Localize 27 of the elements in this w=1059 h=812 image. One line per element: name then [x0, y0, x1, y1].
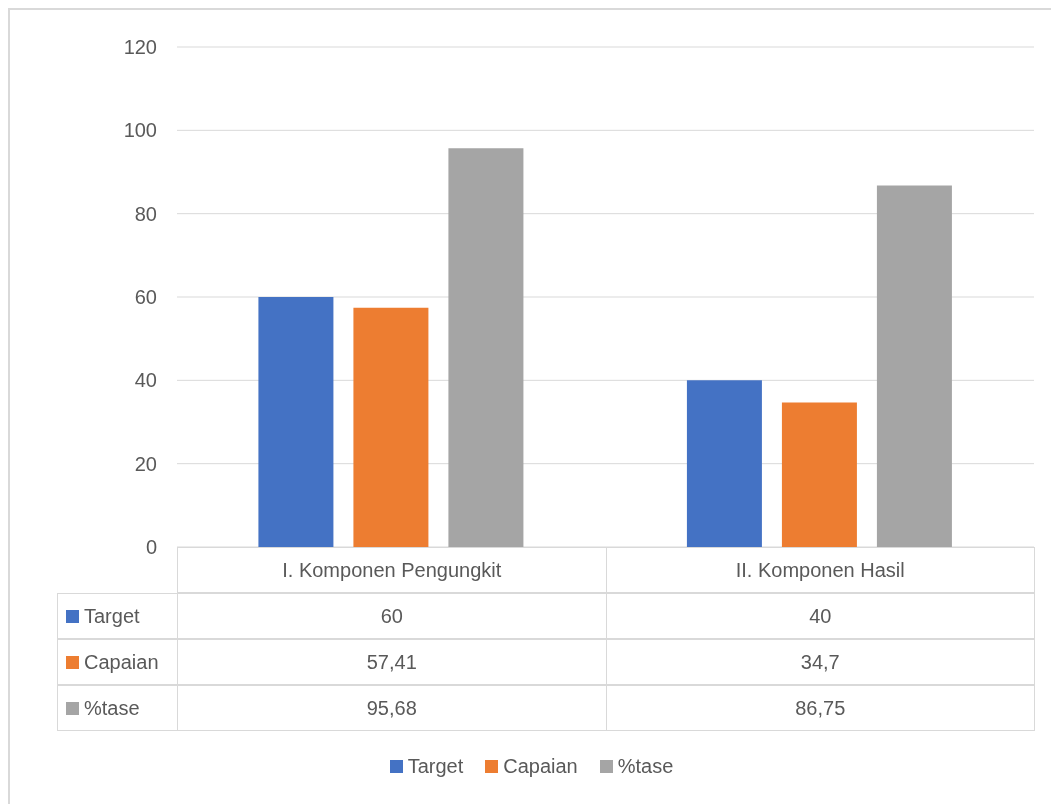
bar: [258, 297, 334, 547]
y-tick-label: 20: [134, 452, 157, 475]
data-label: 40: [605, 593, 1035, 639]
data-label: 86,75: [605, 685, 1035, 731]
legend-label: %tase: [616, 755, 674, 778]
y-tick-label: 0: [145, 536, 157, 559]
bar: [781, 402, 857, 547]
bar: [448, 148, 524, 547]
bar: [686, 380, 762, 547]
y-tick-label: 100: [123, 119, 157, 142]
bar: [876, 185, 952, 547]
text: Target: [407, 755, 464, 777]
legend-label: Capaian: [502, 755, 578, 778]
legend-label: Target: [57, 593, 178, 639]
x-tick-label: II. Komponen Hasil: [605, 547, 1035, 593]
text: %tase: [84, 696, 140, 719]
data-label: 57,41: [177, 639, 607, 685]
text: Capaian: [84, 650, 159, 673]
x-tick-label: I. Komponen Pengungkit: [177, 547, 607, 593]
bar: [353, 307, 429, 547]
y-tick-label: 120: [123, 36, 157, 59]
y-tick-label: 60: [134, 286, 157, 309]
y-tick-label: 40: [134, 369, 157, 392]
data-label: 34,7: [605, 639, 1035, 685]
y-tick-label: 80: [134, 202, 157, 225]
data-label: 95,68: [177, 685, 607, 731]
data-label: 60: [177, 593, 607, 639]
